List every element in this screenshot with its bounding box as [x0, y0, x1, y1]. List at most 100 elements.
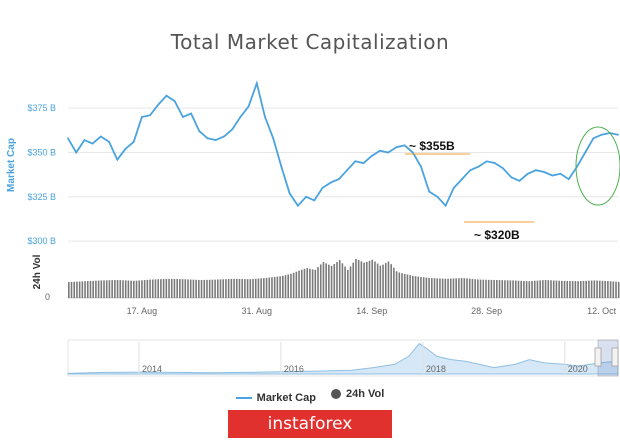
- volume-bar: [612, 281, 615, 298]
- market-cap-point: [173, 100, 176, 102]
- market-cap-line: [67, 80, 619, 208]
- x-tick-labels: 17. Aug 31. Aug 14. Sep 28. Sep 12. Oct: [127, 306, 617, 316]
- volume-bar: [458, 278, 460, 298]
- highlight-circle: [575, 126, 620, 206]
- volume-bar: [514, 280, 517, 298]
- volume-bar: [512, 280, 514, 298]
- volume-bar: [571, 281, 574, 298]
- volume-bar: [403, 273, 406, 298]
- market-cap-point: [223, 135, 225, 138]
- volume-bar: [390, 264, 392, 298]
- volume-bar: [414, 276, 417, 298]
- volume-bar: [585, 280, 588, 298]
- volume-bar: [374, 261, 376, 298]
- volume-bar: [273, 276, 276, 298]
- market-cap-point: [362, 162, 365, 165]
- volume-bar: [314, 269, 317, 298]
- volume-bar: [412, 275, 414, 298]
- volume-bar: [544, 280, 547, 298]
- volume-bar: [376, 263, 379, 298]
- market-cap-point: [379, 149, 381, 152]
- grid-lines: [68, 107, 618, 299]
- volume-bar: [539, 280, 541, 298]
- volume-bar: [103, 280, 105, 298]
- market-cap-point: [535, 169, 537, 172]
- y-tick-label: $350 B: [27, 147, 56, 157]
- volume-bar: [141, 280, 143, 298]
- volume-bar: [452, 278, 455, 298]
- volume-bar: [328, 264, 330, 298]
- volume-bar: [444, 278, 447, 298]
- volume-bar: [528, 281, 531, 298]
- volume-bar: [108, 280, 111, 298]
- volume-bar: [168, 278, 170, 298]
- volume-bar: [257, 278, 260, 298]
- x-tick-label: 17. Aug: [127, 306, 158, 316]
- navigator-handle-left[interactable]: [594, 347, 602, 367]
- volume-bar: [146, 279, 149, 298]
- volume-bar: [607, 281, 609, 298]
- market-cap-point: [288, 192, 291, 195]
- volume-bar: [157, 279, 159, 298]
- volume-bar: [241, 279, 243, 298]
- market-cap-point: [518, 179, 521, 182]
- market-cap-point: [182, 116, 184, 118]
- navigator-tick-label: 2018: [426, 364, 446, 374]
- volume-bar: [425, 277, 428, 298]
- market-cap-point: [551, 174, 554, 177]
- y-tick-label: $300 B: [27, 236, 56, 246]
- volume-bar: [349, 266, 352, 298]
- volume-bar: [227, 279, 230, 298]
- annotation-high-label: ~ $355B: [409, 139, 455, 153]
- navigator-tick-label: 2016: [284, 364, 304, 374]
- volume-bar: [279, 276, 281, 298]
- legend-item-volume[interactable]: 24h Vol: [331, 388, 384, 400]
- volume-bar: [170, 278, 173, 298]
- volume-bar: [252, 278, 254, 298]
- navigator-handle-right[interactable]: [611, 347, 619, 367]
- market-cap-point: [526, 172, 529, 175]
- volume-bar: [563, 280, 566, 298]
- volume-bar: [395, 271, 398, 298]
- volume-bar: [114, 280, 116, 298]
- market-cap-point: [165, 94, 168, 97]
- volume-bar: [455, 278, 457, 298]
- volume-bar: [536, 280, 539, 298]
- market-cap-point: [305, 195, 307, 198]
- volume-bar: [195, 279, 197, 298]
- volume-bar: [151, 279, 154, 298]
- volume-bar: [230, 278, 233, 298]
- volume-bar: [409, 275, 411, 298]
- volume-bar: [482, 279, 485, 298]
- volume-bar: [496, 280, 498, 298]
- volume-bar: [379, 265, 382, 298]
- market-cap-point: [124, 148, 127, 150]
- volume-bar: [338, 260, 341, 298]
- volume-bar: [303, 268, 306, 298]
- volume-bar: [604, 280, 606, 298]
- legend-item-market-cap[interactable]: Market Cap: [235, 392, 316, 404]
- volume-bar: [363, 262, 365, 298]
- volume-bar: [73, 281, 76, 298]
- volume-bar: [290, 273, 292, 298]
- volume-axis-title: 24h Vol: [32, 254, 43, 289]
- volume-bar: [558, 280, 560, 298]
- volume-bar: [609, 281, 612, 298]
- volume-bar: [520, 280, 522, 298]
- market-cap-point: [140, 116, 143, 118]
- volume-bar: [555, 280, 558, 298]
- market-cap-point: [198, 130, 201, 133]
- volume-bar: [206, 279, 208, 298]
- volume-bar: [368, 260, 371, 298]
- volume-bar: [533, 280, 536, 298]
- market-cap-point: [206, 137, 209, 140]
- volume-bar: [244, 279, 246, 298]
- volume-bar: [322, 262, 325, 298]
- volume-bar: [192, 279, 195, 298]
- instaforex-logo: instaforex: [228, 410, 392, 438]
- volume-bar: [325, 263, 327, 298]
- volume-bar: [566, 280, 569, 298]
- x-tick-label: 28. Sep: [471, 306, 502, 316]
- volume-bar: [287, 274, 290, 298]
- chart-legend: Market Cap 24h Vol: [0, 388, 620, 404]
